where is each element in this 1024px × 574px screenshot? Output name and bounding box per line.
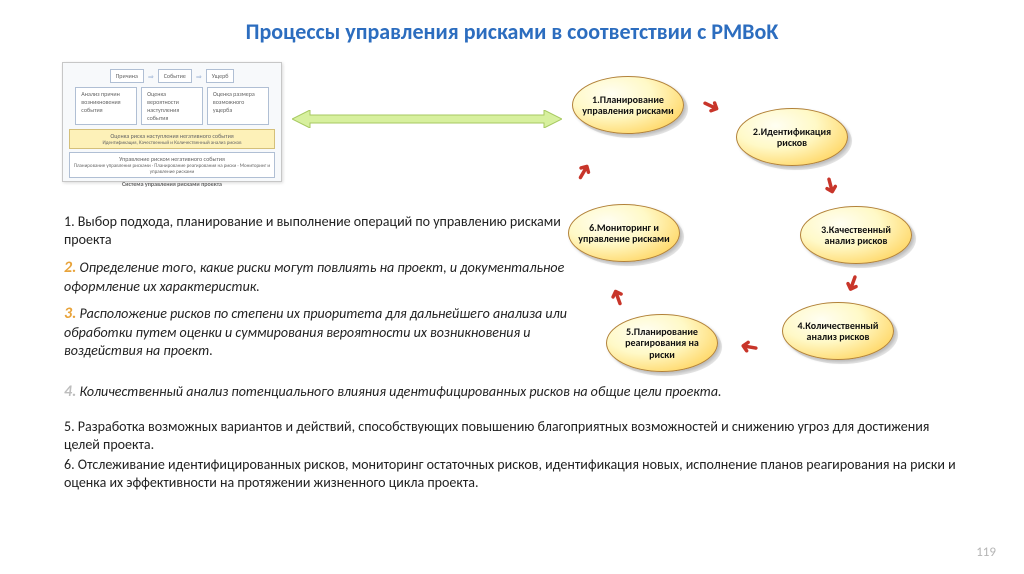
thumbnail-diagram: Причина ⇒ Событие ⇒ Ущерб Анализ причин … [62,62,282,182]
cycle-arrow-icon: ➜ [837,270,869,297]
cycle-arrow-icon: ➜ [697,89,725,121]
cycle-arrow-icon: ➜ [738,333,761,363]
cycle-arrow-icon: ➜ [567,157,600,186]
process-node-5: 5.Планирование реагирования на риски [606,314,718,372]
process-node-6: 6.Мониторинг и управление рисками [568,204,680,262]
thumb-box: Причина [110,69,144,83]
thumb-box: Ущерб [206,69,235,83]
thumb-band-title: Управление риском негативного события [72,155,272,163]
paragraph-6: 6. Отслеживание идентифицированных риско… [64,456,964,491]
p-num: 3. [64,304,76,323]
arrow-right-icon: ⇒ [148,72,154,81]
thumb-box: Оценка вероятности наступления события [141,87,203,125]
thumb-box: Анализ причин возникновения события [75,87,137,125]
thumb-band: Оценка риска наступления негативного соб… [69,129,275,149]
process-node-3: 3.Качественный анализ рисков [800,206,912,264]
process-node-2: 2.Идентификация рисков [736,108,848,166]
thumb-band-title: Оценка риска наступления негативного соб… [72,132,272,140]
thumb-band-sub: Идентификация, Качественный и Количестве… [72,140,272,146]
thumb-caption: Система управления рисками проекта [69,180,275,188]
p-text: Выбор подхода, планирование и выполнение… [64,213,561,248]
process-node-1: 1.Планирование управления рисками [572,76,684,134]
cycle-arrow-icon: ➜ [601,284,633,311]
p-num: 1. [64,213,75,230]
paragraph-4: 4. Количественный анализ потенциального … [64,382,934,402]
p-text: Количественный анализ потенциального вли… [76,383,721,400]
p-text: Определение того, какие риски могут повл… [64,259,564,295]
thumb-band-sub: Планирование управления рисками · Планир… [72,163,272,175]
paragraph-5: 5. Разработка возможных вариантов и дейс… [64,418,944,453]
p-text: Расположение рисков по степени их приори… [64,305,567,359]
thumb-box: Событие [158,69,192,83]
paragraph-2: 2. Определение того, какие риски могут п… [64,258,574,296]
cycle-arrow-icon: ➜ [816,173,847,198]
double-arrow-icon [292,110,562,128]
thumb-band: Управление риском негативного события Пл… [69,152,275,178]
paragraph-3: 3. Расположение рисков по степени их при… [64,304,594,359]
p-num: 4. [64,382,76,401]
process-node-4: 4.Количественный анализ рисков [782,302,894,360]
p-num: 2. [64,258,76,277]
paragraph-1: 1. Выбор подхода, планирование и выполне… [64,213,564,248]
arrow-right-icon: ⇒ [196,72,202,81]
thumb-box: Оценка размера возможного ущерба [207,87,269,125]
page-title: Процессы управления рисками в соответств… [0,0,1024,45]
page-number: 119 [976,545,996,560]
